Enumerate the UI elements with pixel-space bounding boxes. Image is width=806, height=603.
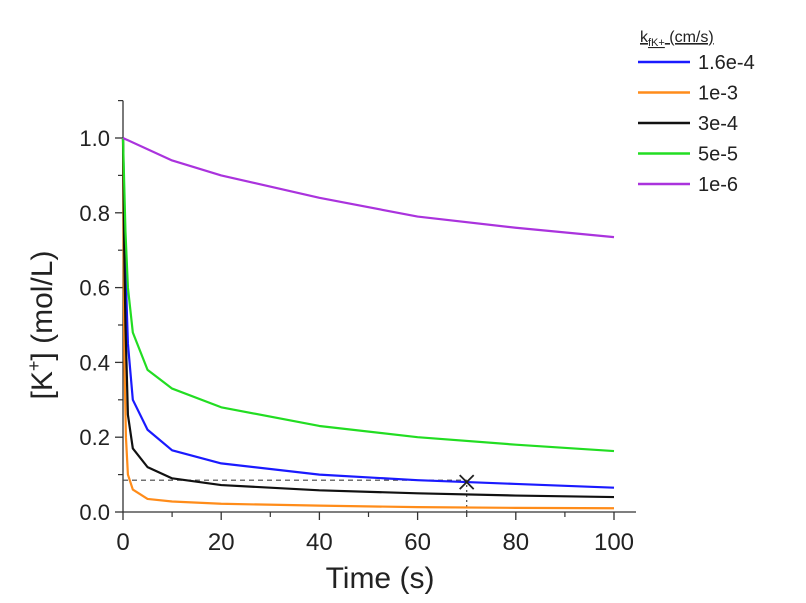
y-tick-label: 0.8: [79, 201, 110, 226]
y-tick-label: 0.4: [79, 350, 110, 375]
legend-label: 1e-3: [698, 83, 738, 105]
x-tick-label: 20: [208, 529, 235, 556]
series-line-1e-3: [121, 137, 615, 510]
legend-title: kfK+ (cm/s): [640, 29, 714, 49]
y-tick-label: 0.2: [79, 425, 110, 450]
x-tick-label: 100: [594, 529, 634, 556]
x-tick-label: 80: [502, 529, 529, 556]
series-line-1.6e-4: [121, 137, 615, 489]
legend-label: 5e-5: [698, 144, 738, 166]
y-tick-label: 0.0: [79, 500, 110, 525]
x-tick-label: 0: [116, 529, 129, 556]
y-axis-label: [K+] (mol/L): [24, 251, 59, 400]
legend-label: 1e-6: [698, 174, 738, 196]
series-line-3e-4: [121, 137, 615, 499]
x-marker: [459, 474, 475, 490]
x-axis-label: Time (s): [326, 562, 435, 595]
legend-label: 1.6e-4: [698, 52, 755, 74]
series-line-1e-6: [122, 136, 615, 239]
legend: kfK+ (cm/s) 1.6e-4 1e-3 3e-4 5e-5 1e-6: [638, 29, 755, 196]
x-tick-label: 40: [306, 529, 333, 556]
x-tick-label: 60: [404, 529, 431, 556]
y-tick-label: 1.0: [79, 126, 110, 151]
series-line-5e-5: [121, 137, 615, 453]
plot-area: [121, 136, 615, 512]
axes: 0 20 40 60 80 100 0.0 0.2 0.4 0.6 0.8 1.0: [79, 99, 636, 556]
legend-label: 3e-4: [698, 113, 738, 135]
y-tick-label: 0.6: [79, 276, 110, 301]
